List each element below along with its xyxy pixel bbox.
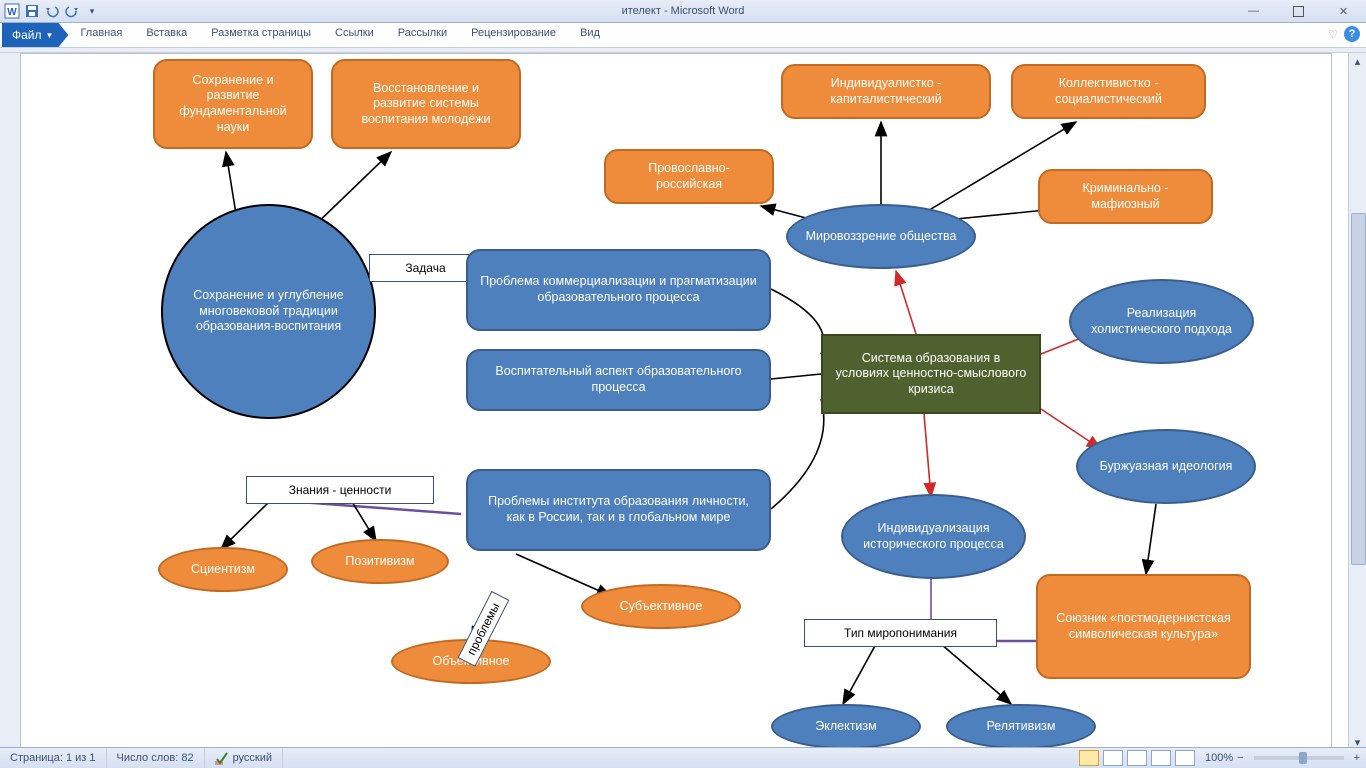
node-n20: Союзник «постмодернистская символическая…	[1036, 574, 1251, 679]
status-words[interactable]: Число слов: 82	[107, 748, 205, 768]
node-n21: Эклектизм	[771, 704, 921, 749]
node-n2: Восстановление и развитие системы воспит…	[331, 59, 521, 149]
help-icon[interactable]: ?	[1344, 26, 1360, 42]
window-title: ителект - Microsoft Word	[622, 5, 745, 17]
spellcheck-icon	[215, 751, 229, 765]
node-n9: Проблема коммерциализации и прагматизаци…	[466, 249, 771, 331]
tab-insert[interactable]: Вставка	[134, 23, 199, 47]
node-n16: Позитивизм	[311, 539, 449, 584]
diagram-canvas: Сохранение и развитие фундаментальной на…	[21, 54, 1331, 752]
tab-layout[interactable]: Разметка страницы	[199, 23, 323, 47]
node-n7: Мировоззрение общества	[786, 204, 976, 269]
view-outline-icon[interactable]	[1151, 750, 1171, 766]
zoom-value[interactable]: 100%	[1205, 752, 1233, 764]
document-area: Сохранение и развитие фундаментальной на…	[0, 53, 1366, 751]
label-lab4: Тип миропонимания	[804, 619, 997, 647]
node-n5: Провославно-российская	[604, 149, 774, 204]
word-icon: W	[4, 3, 20, 19]
tab-home[interactable]: Главная	[68, 23, 134, 47]
node-n8: Сохранение и углубление многовековой тра…	[161, 204, 376, 419]
close-button[interactable]: ✕	[1321, 0, 1366, 22]
node-n19: Индивидуализация исторического процесса	[841, 494, 1026, 579]
minimize-button[interactable]: —	[1231, 0, 1276, 22]
scroll-thumb[interactable]	[1351, 213, 1366, 565]
view-fullscreen-icon[interactable]	[1103, 750, 1123, 766]
window-buttons: — ✕	[1231, 0, 1366, 22]
zoom-in-icon[interactable]: +	[1354, 752, 1360, 764]
undo-icon[interactable]	[44, 3, 60, 19]
tab-review[interactable]: Рецензирование	[459, 23, 568, 47]
node-n14: Проблемы института образования личности,…	[466, 469, 771, 551]
title-bar: W ▾ ителект - Microsoft Word — ✕	[0, 0, 1366, 23]
node-n17: Субъективное	[581, 584, 741, 629]
qat-dropdown-icon[interactable]: ▾	[84, 3, 100, 19]
vertical-ruler	[0, 53, 21, 751]
quick-access-toolbar: W ▾	[0, 3, 100, 19]
maximize-button[interactable]	[1276, 0, 1321, 22]
vertical-scrollbar[interactable]: ▴ ▾	[1348, 53, 1366, 751]
node-n11: Система образования в условиях ценностно…	[821, 334, 1041, 414]
view-draft-icon[interactable]	[1175, 750, 1195, 766]
status-lang[interactable]: русский	[205, 748, 283, 768]
node-n22: Релятивизм	[946, 704, 1096, 749]
heart-icon[interactable]: ♡	[1328, 28, 1338, 41]
node-n10: Воспитательный аспект образовательного п…	[466, 349, 771, 411]
tab-mailings[interactable]: Рассылки	[386, 23, 459, 47]
node-n1: Сохранение и развитие фундаментальной на…	[153, 59, 313, 149]
zoom-out-icon[interactable]: −	[1237, 752, 1243, 764]
node-n15: Сциентизм	[158, 547, 288, 592]
save-icon[interactable]	[24, 3, 40, 19]
node-n13: Буржуазная идеология	[1076, 429, 1256, 504]
node-n4: Коллективистко - социалистический	[1011, 64, 1206, 119]
node-n3: Индивидуалистко - капиталистический	[781, 64, 991, 119]
redo-icon[interactable]	[64, 3, 80, 19]
view-print-layout-icon[interactable]	[1079, 750, 1099, 766]
node-n12: Реализация холистического подхода	[1069, 279, 1254, 364]
view-web-icon[interactable]	[1127, 750, 1147, 766]
svg-text:W: W	[7, 7, 17, 18]
node-n6: Криминально - мафиозный	[1038, 169, 1213, 224]
status-bar: Страница: 1 из 1 Число слов: 82 русский …	[0, 747, 1366, 768]
tab-view[interactable]: Вид	[568, 23, 612, 47]
label-lab2: Знания - ценности	[246, 476, 434, 504]
status-page[interactable]: Страница: 1 из 1	[0, 748, 107, 768]
file-tab[interactable]: Файл▼	[2, 23, 68, 47]
ribbon-tabs: Файл▼ Главная Вставка Разметка страницы …	[0, 23, 1366, 48]
scroll-up-icon[interactable]: ▴	[1349, 53, 1366, 70]
zoom-slider[interactable]	[1254, 756, 1344, 760]
tab-references[interactable]: Ссылки	[323, 23, 386, 47]
page: Сохранение и развитие фундаментальной на…	[20, 53, 1332, 753]
